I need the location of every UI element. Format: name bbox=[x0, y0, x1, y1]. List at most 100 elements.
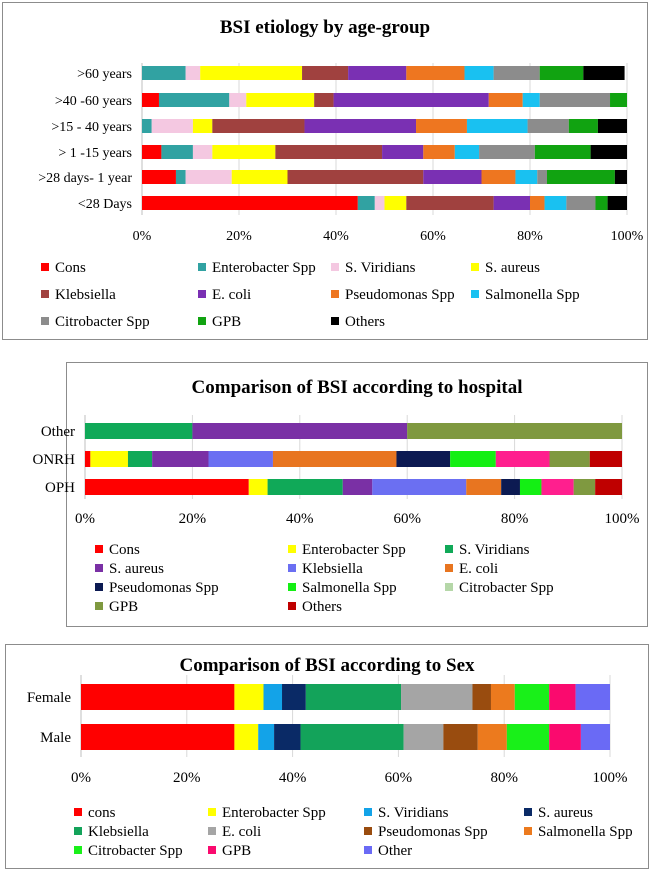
legend-item: Citrobacter Spp bbox=[74, 843, 183, 859]
bar-segment-e-coli bbox=[466, 479, 502, 495]
bar-segment-cons bbox=[81, 684, 235, 710]
legend-label: Pseudomonas Spp bbox=[345, 287, 455, 303]
legend-swatch bbox=[364, 808, 372, 816]
bar-segment-extra bbox=[541, 479, 574, 495]
bar-segment-salmonella-spp bbox=[519, 479, 542, 495]
category-label: OPH bbox=[45, 480, 75, 496]
legend-label: S. Viridians bbox=[459, 542, 530, 558]
legend-item: Salmonella Spp bbox=[471, 287, 580, 303]
x-tick-label: 0% bbox=[71, 770, 91, 786]
x-tick-label: 80% bbox=[490, 770, 518, 786]
bar-segment-salmonella-spp bbox=[477, 724, 507, 750]
x-tick-label: 60% bbox=[393, 511, 421, 527]
bar-segment-klebsiella bbox=[406, 196, 494, 210]
bar-segment-klebsiella bbox=[287, 170, 424, 184]
bar-segment-s-viridians bbox=[374, 196, 385, 210]
legend-swatch bbox=[198, 263, 206, 271]
bar-segment-cons bbox=[142, 170, 176, 184]
chart-title: BSI etiology by age-group bbox=[219, 17, 431, 38]
x-tick-label: 100% bbox=[611, 229, 644, 244]
bar-segment-klebsiella bbox=[208, 451, 273, 467]
chart-panel-sex: Comparison of BSI according to Sex 0% 20%… bbox=[5, 644, 649, 869]
bar-segment-s-viridians bbox=[258, 724, 275, 750]
legend-label: cons bbox=[88, 805, 116, 821]
bar-segment-s-aureus bbox=[274, 724, 301, 750]
bar-segment-salmonella-spp bbox=[454, 145, 480, 159]
category-label: >60 years bbox=[77, 67, 132, 82]
bar-segment-s-aureus bbox=[384, 196, 407, 210]
legend-label: E. coli bbox=[212, 287, 252, 303]
legend-item: Pseudomonas Spp bbox=[95, 580, 219, 596]
legend-label: GPB bbox=[109, 599, 139, 615]
legend-label: Cons bbox=[55, 260, 86, 276]
bar-segment-citrobacter-spp bbox=[527, 119, 569, 133]
bar-segment-klebsiella bbox=[300, 724, 404, 750]
legend-item: Klebsiella bbox=[74, 824, 149, 840]
legend-item: Enterobacter Spp bbox=[198, 260, 316, 276]
legend-item: S. aureus bbox=[471, 260, 540, 276]
bar-segment-gpb bbox=[549, 724, 581, 750]
legend-label: Enterobacter Spp bbox=[222, 805, 326, 821]
bar-segment-enterobacter-spp bbox=[161, 145, 193, 159]
legend-label: S. aureus bbox=[538, 805, 593, 821]
bar-segment-e-coli bbox=[304, 119, 417, 133]
legend-item: Others bbox=[288, 599, 342, 615]
legend-swatch bbox=[524, 827, 532, 835]
bar-segment-others bbox=[614, 170, 627, 184]
bar-segment-pseudomonas-spp bbox=[530, 196, 545, 210]
bar-segment-enterobacter-spp bbox=[175, 170, 186, 184]
legend-item: GPB bbox=[198, 314, 241, 330]
bar-segment-citrobacter-spp bbox=[506, 724, 550, 750]
bar-segment-s-aureus bbox=[152, 451, 209, 467]
bar-segment-salmonella-spp bbox=[450, 451, 496, 467]
category-label: Male bbox=[40, 730, 71, 746]
bar-segment-extra bbox=[192, 423, 408, 439]
legend-item: Enterobacter Spp bbox=[208, 805, 326, 821]
bar-segment-gpb bbox=[407, 423, 622, 439]
bar-segment-s-viridians bbox=[267, 479, 343, 495]
legend-swatch bbox=[288, 545, 296, 553]
bar-segment-enterobacter-spp bbox=[234, 724, 259, 750]
bar-segment-klebsiella bbox=[275, 145, 383, 159]
bar-segment-klebsiella bbox=[302, 66, 349, 80]
x-tick-label: 20% bbox=[179, 511, 207, 527]
bar-segment-enterobacter-spp bbox=[357, 196, 375, 210]
legend-label: Klebsiella bbox=[88, 824, 149, 840]
bar-segment-e-coli bbox=[403, 724, 444, 750]
legend-swatch bbox=[95, 564, 103, 572]
legend-swatch bbox=[95, 583, 103, 591]
chart-panel-age-group: BSI etiology by age-group 0% 20% 40% 60% 80%… bbox=[2, 2, 648, 340]
bar-segment-pseudomonas-spp bbox=[423, 145, 455, 159]
legend-swatch bbox=[364, 827, 372, 835]
bar-segment-cons bbox=[142, 145, 162, 159]
legend-item: S. Viridians bbox=[331, 260, 416, 276]
category-label: > 1 -15 years bbox=[58, 146, 132, 161]
bar-segment-enterobacter-spp bbox=[248, 479, 268, 495]
legend-label: E. coli bbox=[222, 824, 262, 840]
legend-item: Citrobacter Spp bbox=[445, 580, 554, 596]
legend-swatch bbox=[208, 827, 216, 835]
bar-segment-klebsiella bbox=[305, 684, 402, 710]
bar-segment-salmonella-spp bbox=[544, 196, 567, 210]
x-tick-label: 40% bbox=[286, 511, 314, 527]
legend-swatch bbox=[331, 263, 339, 271]
bar-segment-gpb bbox=[568, 119, 598, 133]
legend-item: S. aureus bbox=[524, 805, 593, 821]
legend-label: S. Viridians bbox=[345, 260, 416, 276]
bar-segment-gpb bbox=[546, 170, 615, 184]
x-tick-label: 40% bbox=[279, 770, 307, 786]
bar-segment-salmonella-spp bbox=[522, 93, 540, 107]
x-tick-label: 80% bbox=[517, 229, 543, 244]
legend-label: S. aureus bbox=[109, 561, 164, 577]
legend-item: Klebsiella bbox=[288, 561, 363, 577]
bar-segment-gpb bbox=[539, 66, 584, 80]
bar-segment-e-coli bbox=[348, 66, 407, 80]
legend-swatch bbox=[524, 808, 532, 816]
bar-segment-others bbox=[597, 119, 627, 133]
legend-item: E. coli bbox=[198, 287, 251, 303]
legend-item: E. coli bbox=[208, 824, 261, 840]
bar-segment-citrobacter-spp bbox=[537, 170, 547, 184]
legend-item: S. aureus bbox=[95, 561, 164, 577]
bar-segment-e-coli bbox=[272, 451, 397, 467]
legend-label: Cons bbox=[109, 542, 140, 558]
